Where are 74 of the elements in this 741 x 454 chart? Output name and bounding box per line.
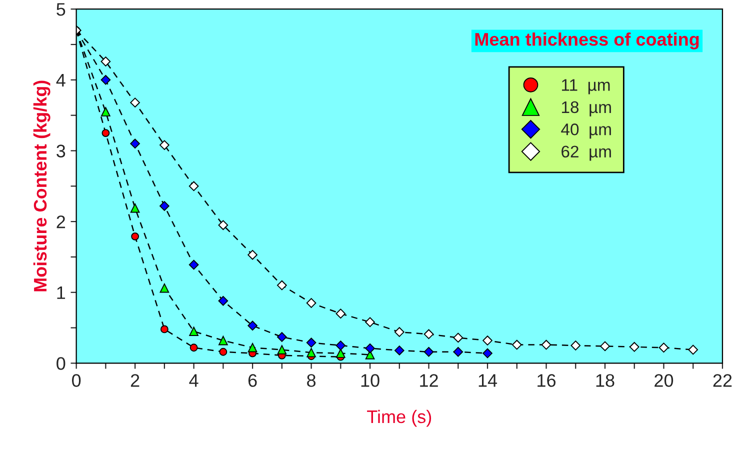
legend-title: Mean thickness of coating xyxy=(475,32,699,50)
point xyxy=(100,75,111,85)
point xyxy=(688,344,698,355)
point xyxy=(453,346,464,357)
x-tick-label: 0 xyxy=(72,374,81,387)
x-tick-label: 18 xyxy=(596,374,614,387)
x-tick-label: 8 xyxy=(307,374,316,387)
point xyxy=(248,320,258,331)
x-tick-label: 14 xyxy=(478,374,498,387)
x-axis-title: Time (s) xyxy=(367,410,432,427)
point xyxy=(336,348,346,358)
point xyxy=(248,342,258,352)
y-tick-label: 0 xyxy=(56,357,66,370)
point xyxy=(248,250,258,260)
point xyxy=(600,341,610,352)
point xyxy=(394,346,404,356)
point xyxy=(189,326,198,336)
point xyxy=(100,56,111,66)
y-tick-label: 3 xyxy=(56,144,66,158)
point xyxy=(160,283,170,293)
point xyxy=(219,348,228,356)
point xyxy=(658,342,669,353)
point xyxy=(424,346,434,357)
point xyxy=(306,298,316,308)
point xyxy=(336,340,346,350)
point xyxy=(306,348,316,358)
legend-label: 18 µm xyxy=(562,101,611,116)
point xyxy=(336,308,346,319)
point xyxy=(218,336,228,346)
point xyxy=(188,260,199,270)
point xyxy=(453,332,464,343)
point xyxy=(277,332,287,342)
x-tick-label: 12 xyxy=(420,374,438,387)
x-tick-label: 2 xyxy=(130,374,140,387)
x-tick-label: 6 xyxy=(248,374,257,387)
point xyxy=(482,348,492,358)
point xyxy=(365,343,375,354)
point xyxy=(277,345,287,354)
point xyxy=(277,280,287,290)
point xyxy=(160,140,170,150)
x-tick-label: 16 xyxy=(538,374,556,387)
point xyxy=(512,340,522,350)
point xyxy=(130,138,140,149)
point xyxy=(102,129,110,137)
point xyxy=(482,336,492,346)
x-tick-label: 20 xyxy=(654,374,674,387)
point xyxy=(365,317,375,328)
point xyxy=(131,232,140,240)
point xyxy=(570,340,581,350)
legend-label: 62 µm xyxy=(562,146,611,161)
point xyxy=(190,344,198,352)
point xyxy=(424,329,434,340)
point xyxy=(218,296,228,306)
legend-label: 40 µm xyxy=(561,124,611,139)
y-tick-label: 5 xyxy=(56,3,66,16)
point xyxy=(160,201,170,211)
point xyxy=(101,107,110,116)
point xyxy=(218,220,228,230)
point xyxy=(160,325,168,334)
y-tick-label: 4 xyxy=(56,74,66,86)
point xyxy=(130,98,140,108)
x-tick-label: 10 xyxy=(361,374,380,387)
point xyxy=(130,203,140,213)
point xyxy=(541,340,552,350)
y-tick-label: 2 xyxy=(56,215,65,228)
point xyxy=(306,338,316,348)
point xyxy=(188,181,199,192)
x-tick-label: 4 xyxy=(189,374,198,387)
y-axis-title: Moisture Content (kg/kg) xyxy=(33,80,50,292)
point xyxy=(629,342,640,352)
x-tick-label: 22 xyxy=(713,374,732,387)
legend-label: 11 µm xyxy=(562,79,610,94)
y-tick-label: 1 xyxy=(57,286,66,299)
point xyxy=(394,327,404,337)
